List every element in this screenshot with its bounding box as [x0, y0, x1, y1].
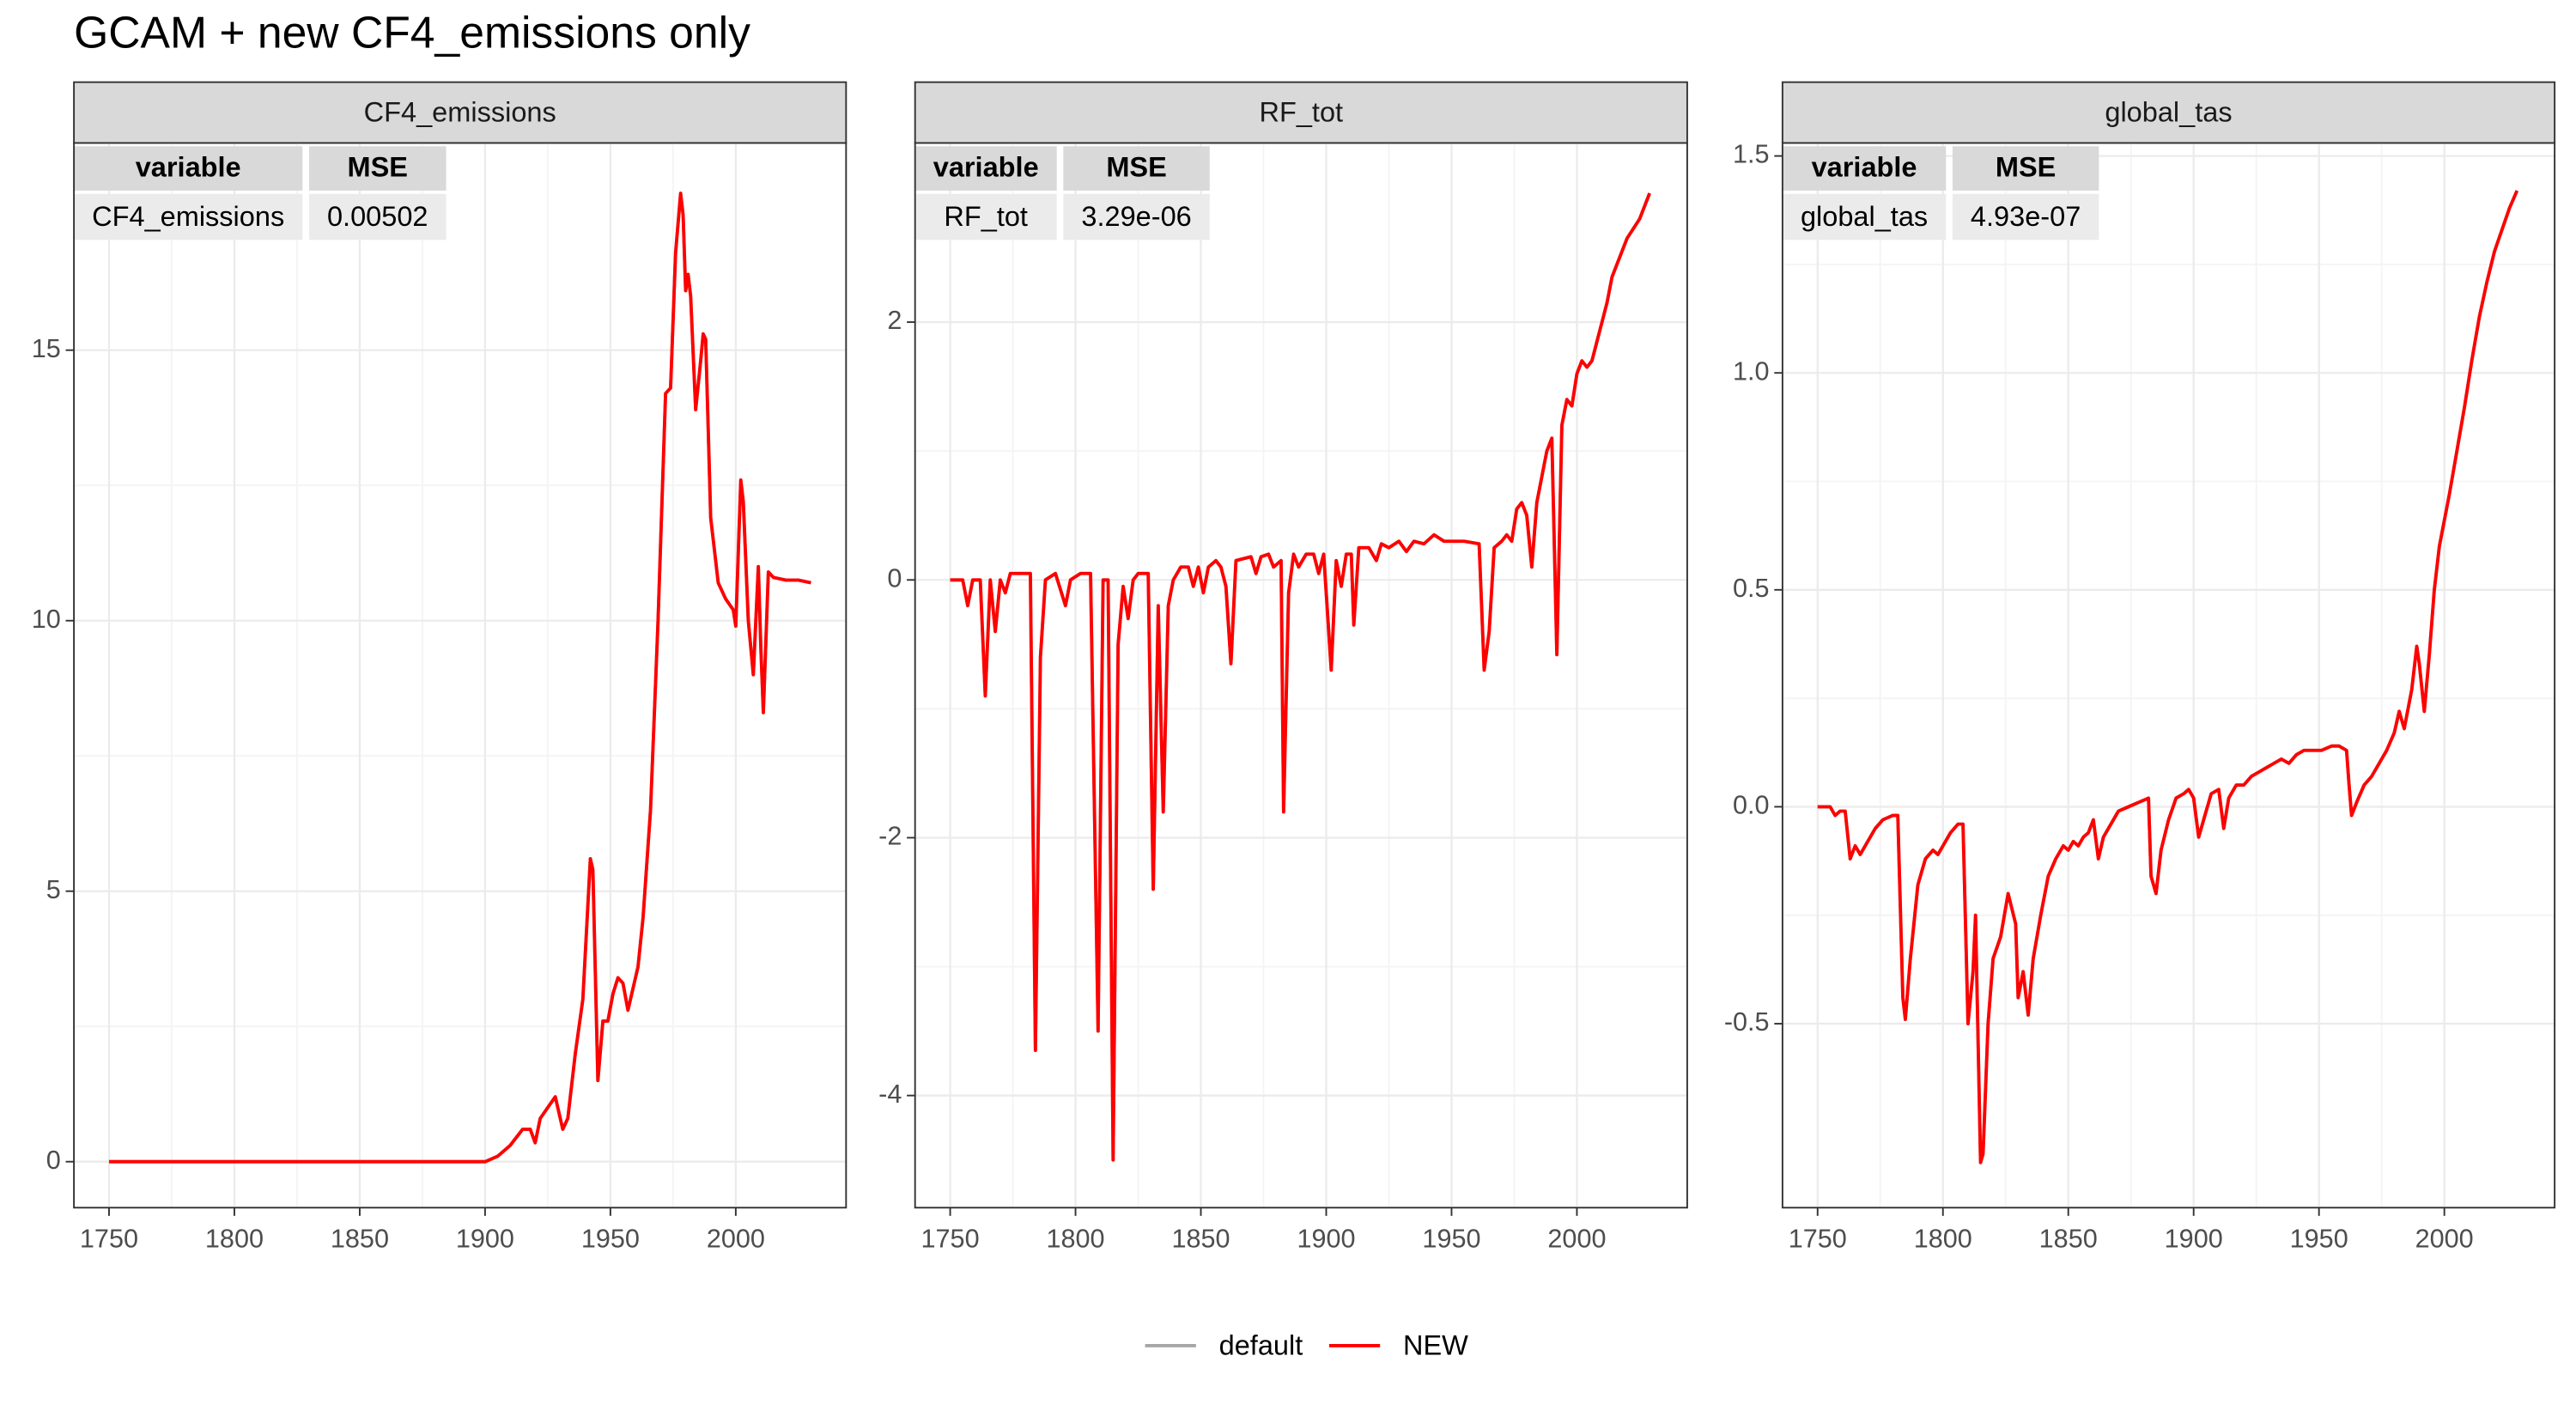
strip [73, 81, 848, 144]
table-cell [1063, 193, 1210, 240]
table-header-cell [1782, 146, 1947, 191]
x-tick-label: 1900 [2165, 1225, 2223, 1254]
x-tick-label: 1750 [80, 1225, 138, 1254]
x-tick-label: 1950 [1422, 1225, 1480, 1254]
x-tick-label: 1750 [1789, 1225, 1847, 1254]
y-tick-label: 0.5 [1733, 574, 1770, 603]
x-tick-label: 1800 [1914, 1225, 1972, 1254]
strip-label: global_tas [2105, 97, 2232, 128]
y-tick-label: 0 [887, 563, 902, 593]
x-tick-label: 1800 [205, 1225, 264, 1254]
table-header-cell [74, 146, 303, 191]
strip [1781, 81, 2556, 144]
panel-background [74, 143, 847, 1208]
x-tick-label: 1900 [456, 1225, 514, 1254]
x-tick-label: 1800 [1046, 1225, 1104, 1254]
strip-label: RF_tot [1260, 97, 1344, 128]
y-tick-label: 0 [46, 1146, 61, 1175]
series-line [108, 192, 811, 1164]
panel-border [1781, 142, 2556, 1209]
table-cell-text: CF4_emissions [92, 201, 284, 232]
table-header: MSE [348, 152, 408, 183]
x-tick-label: 1850 [331, 1225, 389, 1254]
table-cell-text: 4.93e-07 [1971, 201, 2081, 232]
y-tick-label: -4 [878, 1079, 902, 1109]
strip [914, 81, 1688, 144]
table-cell-text: 0.00502 [327, 201, 428, 232]
table-header: variable [136, 152, 241, 183]
table-cell [74, 193, 303, 240]
y-tick-label: 2 [887, 306, 902, 335]
y-tick-label: -2 [878, 822, 902, 851]
legend-label: NEW [1403, 1329, 1468, 1360]
y-tick-label: 10 [32, 605, 61, 634]
x-tick-label: 1850 [1171, 1225, 1230, 1254]
x-tick-label: 1900 [1297, 1225, 1355, 1254]
y-tick-label: 15 [32, 334, 61, 363]
x-tick-label: 1950 [2290, 1225, 2348, 1254]
table-header-cell [1952, 146, 2099, 191]
table-header-cell [914, 146, 1057, 191]
x-tick-label: 1750 [921, 1225, 980, 1254]
table-header: MSE [1106, 152, 1166, 183]
x-tick-label: 2000 [707, 1225, 765, 1254]
y-tick-label: 0.0 [1733, 791, 1770, 820]
table-cell-text: RF_tot [944, 201, 1028, 232]
strip-label: CF4_emissions [364, 97, 556, 128]
table-header: variable [1812, 152, 1917, 183]
x-tick-label: 1950 [581, 1225, 640, 1254]
panel-border [73, 142, 848, 1209]
table-cell [308, 193, 447, 240]
y-tick-label: 5 [46, 875, 61, 904]
page-title: GCAM + new CF4_emissions only [74, 8, 750, 58]
x-tick-label: 2000 [1547, 1225, 1606, 1254]
y-tick-label: -0.5 [1724, 1007, 1770, 1037]
panel-background [1782, 143, 2555, 1208]
table-cell [914, 193, 1057, 240]
table-header-cell [1063, 146, 1210, 191]
legend-label: default [1219, 1329, 1303, 1360]
table-header: variable [933, 152, 1039, 183]
table-cell [1952, 193, 2099, 240]
table-header-cell [308, 146, 447, 191]
table-cell-text: global_tas [1801, 201, 1928, 232]
table-cell [1782, 193, 1947, 240]
table-header: MSE [1996, 152, 2056, 183]
table-cell-text: 3.29e-06 [1081, 201, 1191, 232]
x-tick-label: 1850 [2039, 1225, 2098, 1254]
series-line [950, 192, 1651, 1162]
panel-border [914, 142, 1688, 1209]
y-tick-label: 1.5 [1733, 140, 1770, 169]
series-line [1817, 190, 2519, 1165]
y-tick-label: 1.0 [1733, 356, 1770, 386]
panel-background [914, 143, 1687, 1208]
x-tick-label: 2000 [2415, 1225, 2474, 1254]
